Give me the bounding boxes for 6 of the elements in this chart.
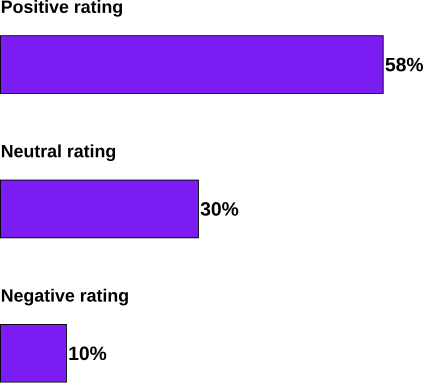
y-tick-label: Positive rating [2,0,122,17]
y-tick-label: Negative rating [2,288,128,306]
data-label: 30% [200,202,238,216]
data-label: 10% [69,346,106,360]
data-label: 58% [386,58,424,72]
y-tick-label: Neutral rating [2,144,116,162]
